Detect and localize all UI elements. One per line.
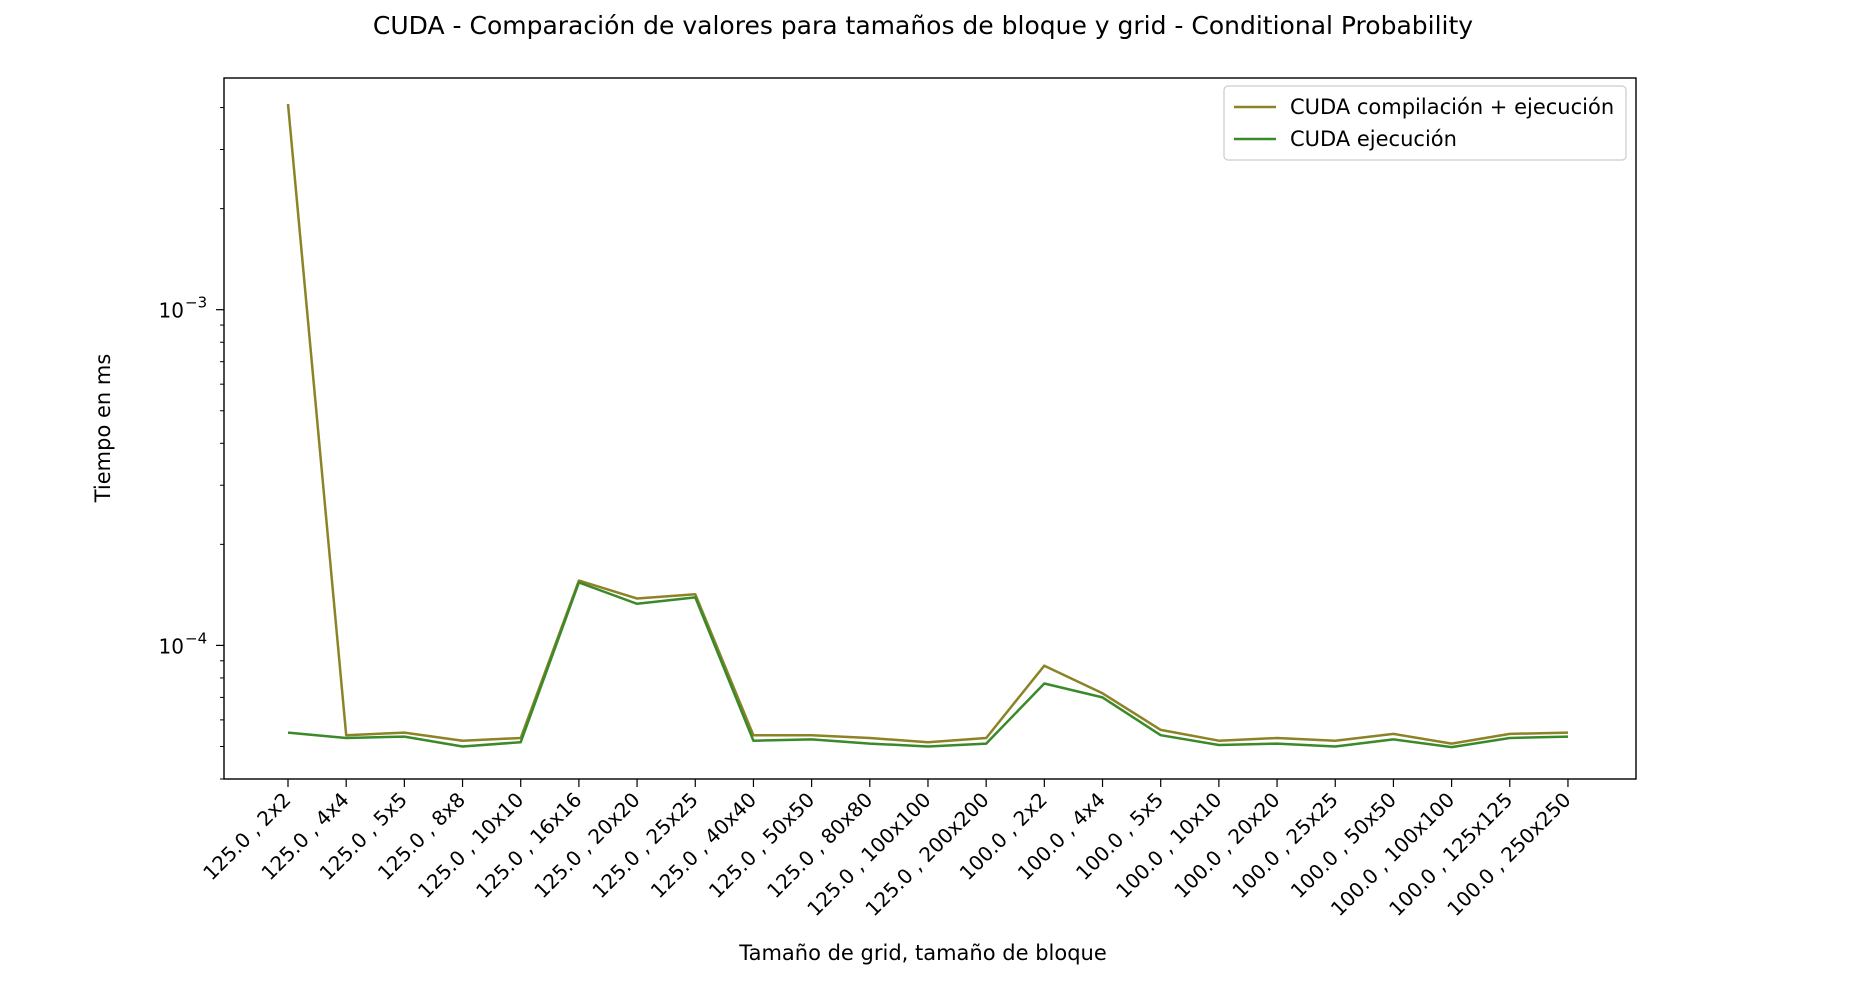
y-tick-label-exponent: −4 <box>185 629 207 647</box>
y-tick-label: 10 <box>159 634 184 658</box>
legend-label-compilacion-ejecucion: CUDA compilación + ejecución <box>1290 95 1614 119</box>
legend: CUDA compilación + ejecución CUDA ejecuc… <box>1223 85 1627 161</box>
plot-area-frame <box>223 77 1637 780</box>
x-axis-label: Tamaño de grid, tamaño de bloque <box>738 941 1107 965</box>
legend-box <box>1223 85 1627 161</box>
y-axis-label: Tiempo en ms <box>91 354 115 504</box>
series-line-0 <box>286 103 1569 745</box>
series-line-1 <box>287 581 1569 749</box>
chart-title: CUDA - Comparación de valores para tamañ… <box>373 11 1473 40</box>
legend-label-ejecucion: CUDA ejecución <box>1290 127 1457 151</box>
y-tick-label-exponent: −3 <box>185 294 207 312</box>
y-tick-label: 10 <box>159 299 184 323</box>
